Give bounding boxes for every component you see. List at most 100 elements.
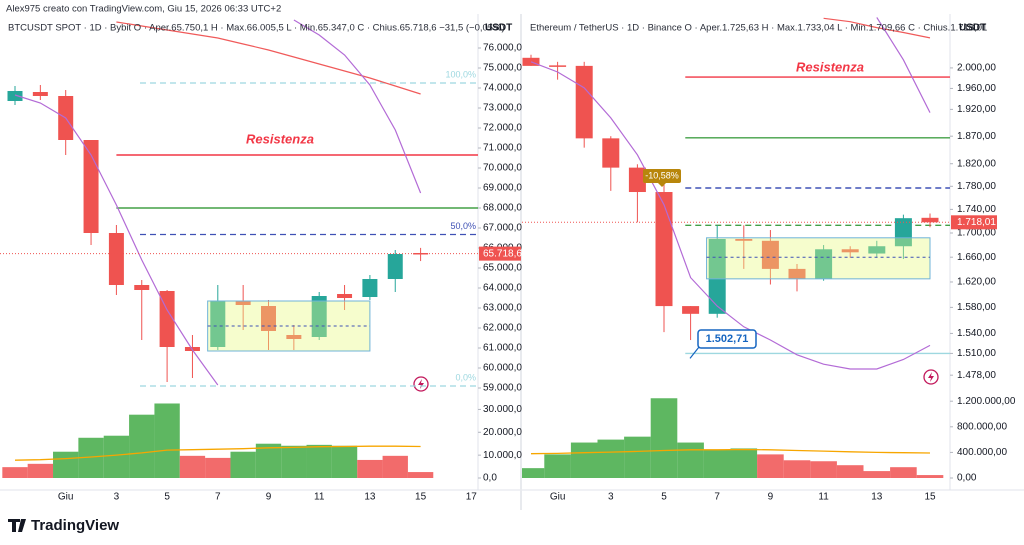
volume-bar (179, 455, 206, 478)
y-tick-label: 67.000,0 (483, 223, 522, 234)
x-tick-label: 17 (466, 492, 478, 503)
volume-bar (916, 475, 944, 478)
volume-bar (863, 471, 891, 478)
x-tick-label: 7 (714, 492, 720, 503)
y-tick-label: 68.000,0 (483, 203, 522, 214)
pane (0, 19, 478, 478)
candle-body (894, 218, 912, 247)
volume-bar (810, 461, 837, 478)
volume-bar (570, 442, 598, 478)
fib-label: 0,0% (455, 372, 476, 382)
candle-body (761, 240, 779, 269)
y-tick-label: 1.478,00 (957, 370, 996, 381)
candle-body (628, 167, 646, 193)
volume-bar (205, 457, 231, 478)
y-tick-label: 1.660,00 (957, 252, 996, 263)
volume-bar (306, 444, 332, 478)
volume-tick-label: 1.200.000,00 (957, 396, 1016, 407)
volume-bar (836, 465, 864, 478)
y-tick-label: 74.000,0 (483, 83, 522, 94)
candle-body (788, 268, 806, 279)
y-tick-label: 75.000,0 (483, 63, 522, 74)
volume-tick-label: 10.000,0 (483, 450, 522, 461)
x-tick-label: 9 (768, 492, 774, 503)
volume-bar (53, 451, 79, 478)
moving-average (876, 17, 931, 113)
volume-ma (14, 445, 421, 461)
x-tick-label: 5 (164, 492, 170, 503)
logo (8, 519, 26, 532)
y-tick-label: 60.000,0 (483, 363, 522, 374)
y-tick-label: 63.000,0 (483, 303, 522, 314)
candle-body (159, 291, 175, 347)
y-tick-label: 61.000,0 (483, 343, 522, 354)
candle-body (286, 335, 302, 339)
candle-body (108, 233, 124, 285)
last-price-label: 1.718,01 (957, 217, 996, 228)
y-tick-label: 72.000,0 (483, 123, 522, 134)
y-tick-label: 71.000,0 (483, 143, 522, 154)
volume-bar (27, 463, 54, 478)
volume-bar (624, 436, 651, 478)
candle-body (735, 239, 753, 241)
last-price-label: 65.718,6 (483, 248, 522, 259)
candle-body (575, 65, 593, 139)
candle-body (210, 301, 226, 347)
callout-box (697, 329, 757, 349)
candle-body (134, 285, 150, 290)
currency-label: USDT (485, 23, 512, 34)
annotation: -10,58% (645, 170, 679, 180)
annotation: Resistenza (246, 131, 314, 146)
zone (706, 237, 931, 280)
volume-bar (255, 443, 282, 478)
candle-body (682, 306, 700, 314)
volume-bar (597, 439, 625, 478)
x-tick-label: 13 (871, 492, 883, 503)
volume-tick-label: 0,00 (957, 473, 977, 484)
y-tick-label: 1.780,00 (957, 181, 996, 192)
candle-body (841, 249, 859, 253)
x-tick-label: 3 (114, 492, 120, 503)
volume-bar (2, 467, 28, 478)
chart-title: Ethereum / TetherUS · 1D · Binance O · A… (530, 23, 987, 34)
currency-label: USDT (959, 23, 986, 34)
y-tick-label: 70.000,0 (483, 163, 522, 174)
y-tick-label: 65.000,0 (483, 263, 522, 274)
volume-bar (730, 448, 758, 478)
volume-tick-label: 30.000,0 (483, 404, 522, 415)
x-tick-label: 13 (364, 492, 376, 503)
last-price-tag (951, 215, 997, 230)
moving-average (116, 21, 421, 95)
x-tick-label: 15 (924, 492, 936, 503)
candle-body (387, 254, 403, 279)
volume-bar (757, 454, 784, 478)
y-tick-label: 1.540,00 (957, 328, 996, 339)
volume-bar (103, 435, 130, 478)
y-tick-label: 1.820,00 (957, 158, 996, 169)
header: Alex975 creato con TradingView.com, Giu … (6, 4, 281, 15)
volume-bar (129, 414, 155, 478)
y-tick-label: 2.000,00 (957, 63, 996, 74)
candle-body (921, 217, 939, 223)
x-tick-label: 7 (215, 492, 221, 503)
volume-tick-label: 800.000,00 (957, 421, 1007, 432)
annotation: 1.502,71 (706, 333, 749, 345)
y-tick-label: 62.000,0 (483, 323, 522, 334)
moving-average (293, 19, 422, 194)
candle-body (337, 294, 353, 298)
alert-icon[interactable] (413, 376, 429, 392)
y-tick-label: 1.960,00 (957, 83, 996, 94)
alert-icon[interactable] (923, 369, 939, 385)
candle-body (868, 246, 886, 254)
y-tick-label: 1.580,00 (957, 302, 996, 313)
candle-body (655, 192, 673, 307)
volume-ma (530, 448, 931, 455)
fib-label: 100,0% (445, 69, 476, 79)
footer-brand: TradingView (31, 517, 119, 534)
moving-average (823, 17, 931, 39)
fib-label: 50,0% (450, 221, 476, 231)
annotation-box (643, 169, 681, 183)
y-tick-label: 1.620,00 (957, 277, 996, 288)
volume-bar (382, 455, 408, 478)
